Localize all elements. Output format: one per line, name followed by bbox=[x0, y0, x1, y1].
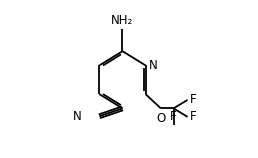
Text: NH₂: NH₂ bbox=[111, 13, 134, 27]
Text: N: N bbox=[72, 110, 81, 123]
Text: F: F bbox=[190, 110, 196, 123]
Text: O: O bbox=[156, 112, 165, 125]
Text: F: F bbox=[170, 110, 177, 123]
Text: F: F bbox=[190, 93, 196, 106]
Text: N: N bbox=[149, 59, 157, 72]
